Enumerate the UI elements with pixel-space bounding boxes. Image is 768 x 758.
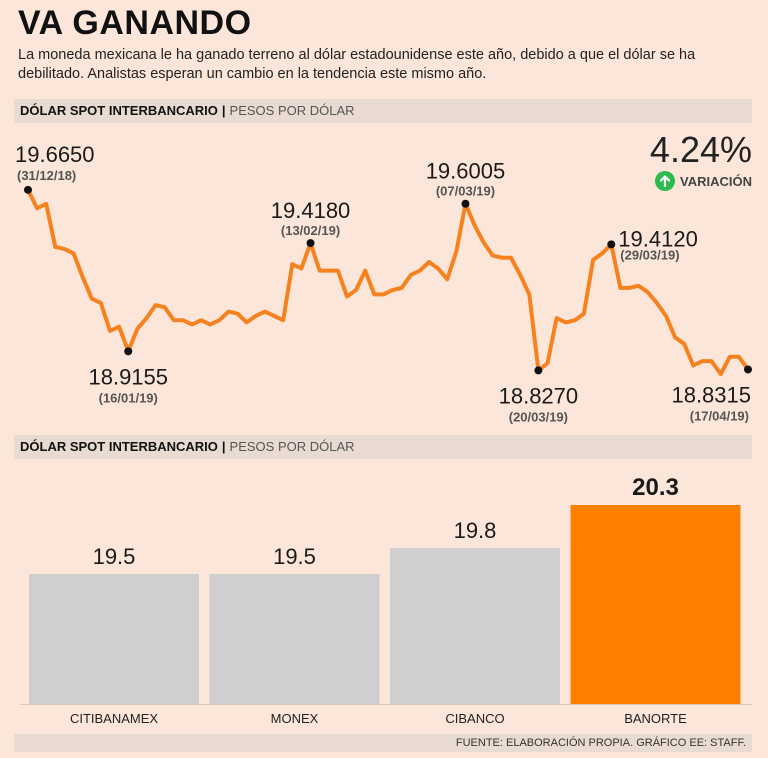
line-annotation-value: 18.9155	[88, 364, 168, 389]
page-title: VA GANANDO	[18, 4, 252, 42]
subtitle: La moneda mexicana le ha ganado terreno …	[18, 47, 696, 82]
variation-label-row: VARIACIÓN	[650, 171, 752, 191]
bar-value-label: 19.5	[273, 544, 316, 569]
bar-citibanamex	[29, 574, 199, 704]
line-point-marker	[24, 185, 32, 194]
line-annotation-date: (13/02/19)	[281, 223, 340, 238]
up-arrow-icon	[655, 171, 676, 191]
line-annotation-date: (16/01/19)	[99, 390, 158, 405]
bar-banorte	[570, 505, 741, 704]
variation-value: 4.24%	[649, 129, 752, 170]
line-annotation-value: 18.8270	[499, 383, 579, 408]
line-annotation-value: 19.6650	[15, 142, 95, 167]
bar-value-label: 20.3	[632, 474, 679, 501]
bar-chart-header-light: PESOS POR DÓLAR	[229, 439, 355, 454]
bar-category-label: BANORTE	[624, 711, 687, 726]
line-chart-header-light: PESOS POR DÓLAR	[229, 103, 355, 118]
bar-monex	[209, 574, 380, 704]
bar-chart-header-bold: DÓLAR SPOT INTERBANCARIO	[20, 439, 218, 454]
variation-block: 4.24% VARIACIÓN	[650, 130, 752, 191]
line-annotation-date: (20/03/19)	[509, 409, 568, 424]
bar-value-label: 19.5	[93, 544, 136, 569]
bar-category-label: MONEX	[271, 711, 319, 726]
line-point-marker	[306, 239, 315, 248]
variation-label: VARIACIÓN	[680, 173, 752, 189]
source-footer: FUENTE: ELABORACIÓN PROPIA. GRÁFICO EE: …	[14, 734, 752, 752]
line-point-marker	[744, 365, 752, 374]
bar-category-label: CITIBANAMEX	[70, 711, 158, 726]
line-annotation-value: 19.4120	[618, 226, 698, 251]
line-series-path	[26, 187, 750, 377]
line-point-marker	[534, 366, 543, 375]
bar-chart-header-separator: |	[221, 439, 226, 454]
bar-value-label: 19.8	[454, 518, 497, 543]
line-annotation-value: 19.6005	[426, 159, 506, 184]
line-point-marker	[124, 347, 133, 356]
line-annotation-date: (17/04/19)	[690, 408, 749, 423]
line-annotation-date: (29/03/19)	[620, 247, 679, 262]
line-annotation-date: (31/12/18)	[17, 168, 76, 183]
bar-category-label: CIBANCO	[445, 711, 504, 726]
line-annotation-value: 18.8315	[671, 382, 751, 407]
line-point-marker	[607, 240, 616, 249]
line-annotation-date: (07/03/19)	[436, 184, 495, 199]
line-chart-header: DÓLAR SPOT INTERBANCARIO | PESOS POR DÓLAR	[14, 99, 752, 123]
line-annotation-value: 19.4180	[271, 198, 351, 223]
line-point-marker	[461, 199, 470, 208]
line-chart-header-bold: DÓLAR SPOT INTERBANCARIO	[20, 103, 218, 118]
bar-chart-header: DÓLAR SPOT INTERBANCARIO | PESOS POR DÓLAR	[14, 435, 752, 459]
line-chart-header-separator: |	[221, 103, 226, 118]
bar-cibanco	[390, 548, 560, 704]
